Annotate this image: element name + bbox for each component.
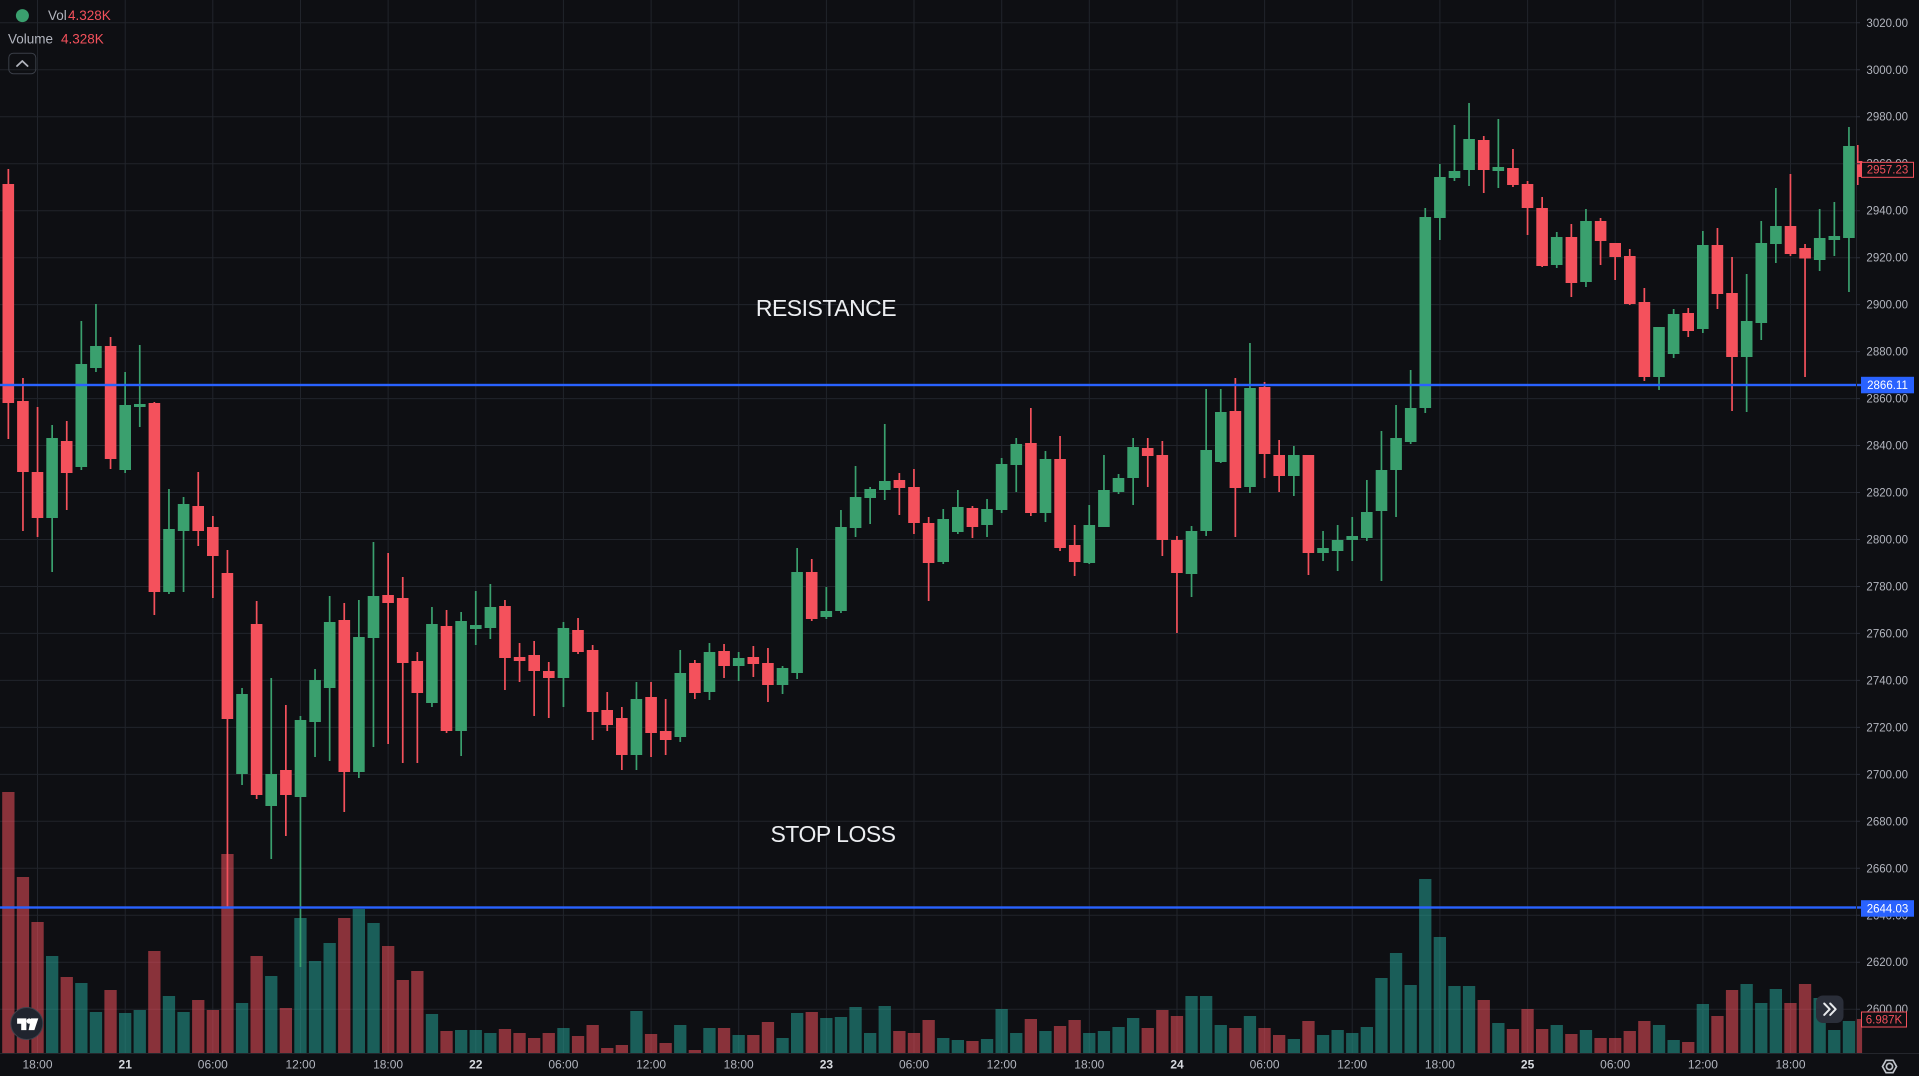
svg-text:2957.23: 2957.23 xyxy=(1867,165,1909,177)
svg-text:21: 21 xyxy=(119,1058,133,1072)
svg-text:22: 22 xyxy=(469,1058,483,1072)
svg-text:18:00: 18:00 xyxy=(373,1058,403,1072)
svg-text:2700.00: 2700.00 xyxy=(1866,769,1908,781)
svg-text:12:00: 12:00 xyxy=(1688,1058,1718,1072)
svg-text:12:00: 12:00 xyxy=(285,1058,315,1072)
svg-text:2740.00: 2740.00 xyxy=(1866,675,1908,687)
svg-text:STOP LOSS: STOP LOSS xyxy=(770,821,895,847)
svg-text:2880.00: 2880.00 xyxy=(1866,347,1908,359)
svg-text:Volume: Volume xyxy=(8,32,53,47)
svg-text:23: 23 xyxy=(820,1058,834,1072)
svg-text:2920.00: 2920.00 xyxy=(1866,253,1908,265)
svg-text:18:00: 18:00 xyxy=(724,1058,754,1072)
svg-text:25: 25 xyxy=(1521,1058,1535,1072)
svg-text:2840.00: 2840.00 xyxy=(1866,441,1908,453)
svg-text:2760.00: 2760.00 xyxy=(1866,628,1908,640)
svg-text:2866.11: 2866.11 xyxy=(1867,380,1908,392)
svg-text:2720.00: 2720.00 xyxy=(1866,722,1908,734)
svg-text:12:00: 12:00 xyxy=(636,1058,666,1072)
svg-text:06:00: 06:00 xyxy=(198,1058,228,1072)
svg-text:2900.00: 2900.00 xyxy=(1866,300,1908,312)
svg-text:2680.00: 2680.00 xyxy=(1866,816,1908,828)
svg-text:2660.00: 2660.00 xyxy=(1866,863,1908,875)
svg-text:24: 24 xyxy=(1170,1058,1184,1072)
svg-text:06:00: 06:00 xyxy=(1250,1058,1280,1072)
svg-text:18:00: 18:00 xyxy=(1775,1058,1805,1072)
svg-text:12:00: 12:00 xyxy=(1337,1058,1367,1072)
svg-text:2940.00: 2940.00 xyxy=(1866,206,1908,218)
svg-text:6.987K: 6.987K xyxy=(1866,1014,1903,1026)
svg-text:2620.00: 2620.00 xyxy=(1866,957,1908,969)
svg-text:RESISTANCE: RESISTANCE xyxy=(756,295,896,321)
svg-text:06:00: 06:00 xyxy=(1600,1058,1630,1072)
svg-text:3000.00: 3000.00 xyxy=(1866,65,1908,77)
svg-text:Vol: Vol xyxy=(48,8,67,23)
svg-text:06:00: 06:00 xyxy=(899,1058,929,1072)
svg-text:2780.00: 2780.00 xyxy=(1866,582,1908,594)
svg-text:12:00: 12:00 xyxy=(987,1058,1017,1072)
svg-text:4.328K: 4.328K xyxy=(68,8,111,23)
svg-text:2644.03: 2644.03 xyxy=(1867,904,1909,916)
svg-text:4.328K: 4.328K xyxy=(61,32,104,47)
svg-text:2980.00: 2980.00 xyxy=(1866,112,1908,124)
svg-text:2820.00: 2820.00 xyxy=(1866,488,1908,500)
svg-text:06:00: 06:00 xyxy=(548,1058,578,1072)
svg-text:18:00: 18:00 xyxy=(1425,1058,1455,1072)
svg-text:18:00: 18:00 xyxy=(1074,1058,1104,1072)
svg-text:2800.00: 2800.00 xyxy=(1866,535,1908,547)
svg-text:3020.00: 3020.00 xyxy=(1866,18,1908,30)
svg-text:18:00: 18:00 xyxy=(22,1058,52,1072)
svg-text:2860.00: 2860.00 xyxy=(1866,394,1908,406)
